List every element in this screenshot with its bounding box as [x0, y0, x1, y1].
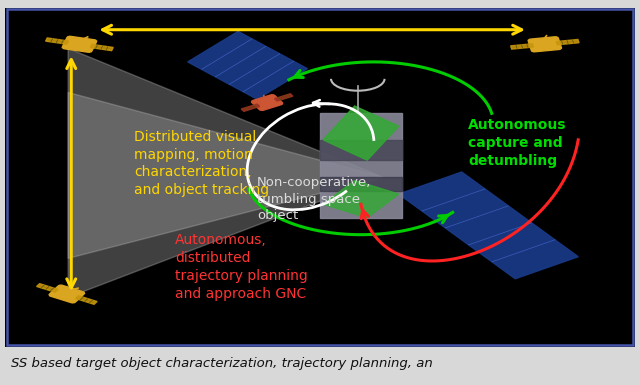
Bar [320, 140, 402, 160]
FancyBboxPatch shape [49, 285, 84, 303]
FancyBboxPatch shape [528, 37, 561, 52]
Polygon shape [323, 181, 399, 218]
Polygon shape [399, 172, 578, 279]
Bar [241, 104, 260, 111]
Polygon shape [68, 49, 383, 297]
FancyBboxPatch shape [252, 95, 283, 110]
Bar [45, 38, 68, 44]
Text: Non-cooperative,
tumbling space
object: Non-cooperative, tumbling space object [257, 176, 371, 222]
Text: Autonomous
capture and
detumbling: Autonomous capture and detumbling [468, 118, 566, 168]
Bar [556, 40, 579, 45]
Text: Autonomous,
distributed
trajectory planning
and approach GNC: Autonomous, distributed trajectory plann… [175, 233, 308, 301]
Bar [511, 44, 533, 49]
Bar [275, 94, 293, 101]
Text: Distributed visual
mapping, motion
characterization,
and object tracking: Distributed visual mapping, motion chara… [134, 130, 269, 198]
FancyBboxPatch shape [62, 36, 97, 52]
Text: SS based target object characterization, trajectory planning, an: SS based target object characterization,… [12, 357, 433, 370]
Polygon shape [188, 32, 307, 99]
Bar [76, 296, 97, 304]
Polygon shape [320, 113, 402, 218]
Bar [36, 284, 58, 292]
Bar [320, 177, 402, 191]
Polygon shape [68, 92, 383, 258]
Bar [90, 44, 113, 51]
Polygon shape [323, 106, 399, 160]
